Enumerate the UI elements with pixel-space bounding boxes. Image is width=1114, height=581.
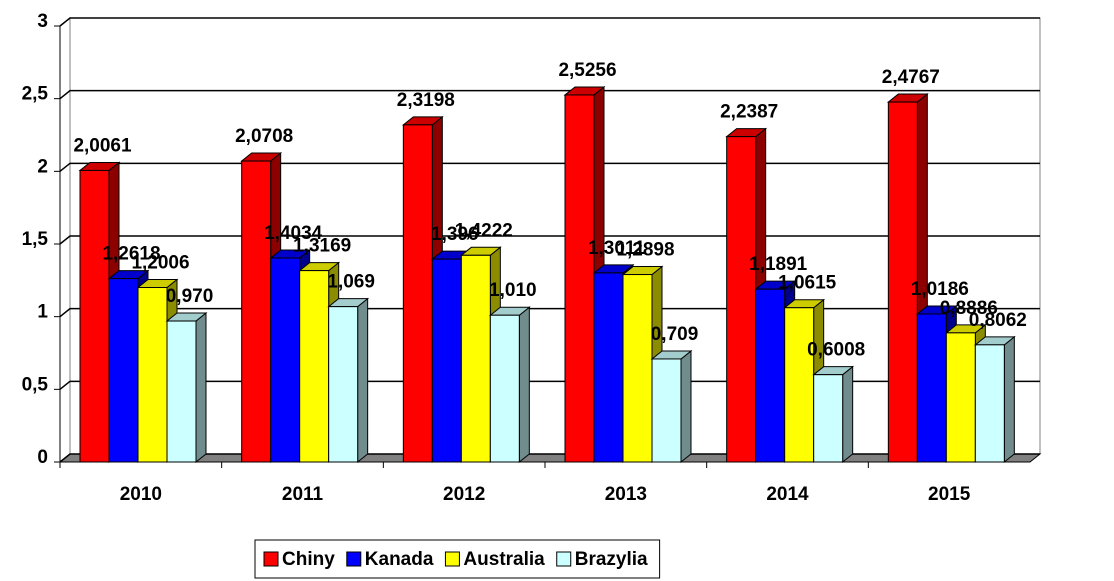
grid-line: [59, 235, 1040, 245]
data-label: 2,2387: [720, 102, 778, 123]
legend-label: Kanada: [365, 549, 434, 570]
grid-line: [59, 307, 1040, 318]
bar: [165, 311, 208, 464]
bar-front: [431, 258, 462, 463]
y-tick-label: 2: [37, 156, 48, 177]
y-tick-label: 1: [37, 302, 48, 323]
bar-front: [974, 344, 1005, 463]
data-label: 1,4222: [455, 220, 513, 241]
bar-side: [518, 306, 530, 464]
grid-line: [59, 380, 1040, 390]
data-label: 1,2898: [616, 240, 674, 261]
legend-swatch: [263, 551, 279, 567]
x-tick-label: 2015: [928, 484, 971, 505]
bar-front: [489, 314, 520, 463]
x-tick-label: 2010: [120, 484, 162, 505]
x-tick-label: 2012: [443, 484, 485, 505]
data-label: 1,1891: [749, 254, 808, 275]
bar-front: [813, 374, 844, 463]
bar-front: [299, 270, 330, 463]
bar-front: [166, 320, 197, 463]
bar-front: [108, 278, 139, 463]
grid-line: [59, 453, 1040, 463]
bar-side: [357, 297, 369, 464]
bar: [812, 365, 855, 464]
bar-front: [916, 313, 947, 463]
legend-label: Brazylia: [575, 549, 648, 570]
bar-front: [726, 136, 757, 463]
grid-line: [59, 17, 1040, 27]
data-label: 1,2618: [102, 244, 160, 265]
y-tick-label: 2,5: [22, 84, 49, 105]
data-label: 1,3169: [293, 236, 351, 257]
data-label: 1,0615: [778, 273, 837, 294]
bar-front: [593, 272, 624, 463]
grid-line: [59, 162, 1040, 172]
bar-side: [195, 311, 207, 464]
data-label: 1,396: [431, 224, 479, 245]
bar-front: [784, 307, 815, 463]
bar-front: [945, 332, 976, 463]
x-tick-label: 2014: [766, 484, 809, 505]
bar-front: [79, 169, 110, 463]
data-label: 1,010: [489, 280, 537, 301]
data-label: 1,4034: [264, 223, 323, 244]
legend-swatch: [556, 551, 572, 567]
grid-line: [59, 89, 1040, 100]
bar-front: [622, 274, 653, 463]
bar: [650, 349, 693, 464]
data-label: 1,3011: [588, 238, 645, 259]
data-label: 0,6008: [807, 340, 865, 361]
bar-front: [241, 160, 272, 463]
data-label: 2,5256: [558, 60, 616, 81]
data-label: 1,2006: [131, 253, 189, 274]
bar: [944, 323, 987, 464]
bar: [327, 297, 370, 464]
data-label: 1,069: [327, 272, 375, 293]
bar-front: [564, 94, 595, 463]
bar-side: [1003, 335, 1015, 464]
bar-front: [460, 254, 491, 463]
data-label: 2,0708: [235, 126, 293, 147]
data-label: 2,0061: [73, 135, 132, 156]
data-label: 0,970: [166, 286, 214, 307]
data-label: 0,8062: [969, 310, 1027, 331]
data-label: 0,8886: [940, 298, 998, 319]
legend: Chiny Kanada Australia Brazylia: [254, 539, 661, 579]
bar-front: [887, 101, 918, 463]
bar-front: [755, 288, 786, 463]
data-label: 2,4767: [882, 67, 940, 88]
x-tick-label: 2011: [282, 484, 324, 505]
bar: [973, 335, 1016, 464]
legend-label: Chiny: [282, 549, 335, 570]
bar-front: [270, 257, 301, 463]
y-tick-label: 1,5: [22, 229, 49, 250]
bar-side: [842, 365, 854, 464]
data-label: 2,3198: [397, 90, 455, 111]
legend-swatch: [346, 551, 362, 567]
data-label: 0,709: [651, 324, 699, 345]
bar-front: [137, 287, 168, 463]
bar-side: [680, 349, 692, 464]
y-tick-label: 0: [37, 447, 48, 468]
y-tick-label: 0,5: [22, 374, 49, 395]
bar-front: [402, 124, 433, 463]
bar-front: [328, 306, 359, 463]
y-tick-label: 3: [37, 11, 48, 32]
legend-label: Australia: [463, 549, 545, 570]
x-tick-label: 2013: [605, 484, 647, 505]
bar-front: [651, 358, 682, 463]
legend-swatch: [444, 551, 460, 567]
data-label: 1,0186: [911, 279, 969, 300]
bar: [488, 306, 531, 464]
